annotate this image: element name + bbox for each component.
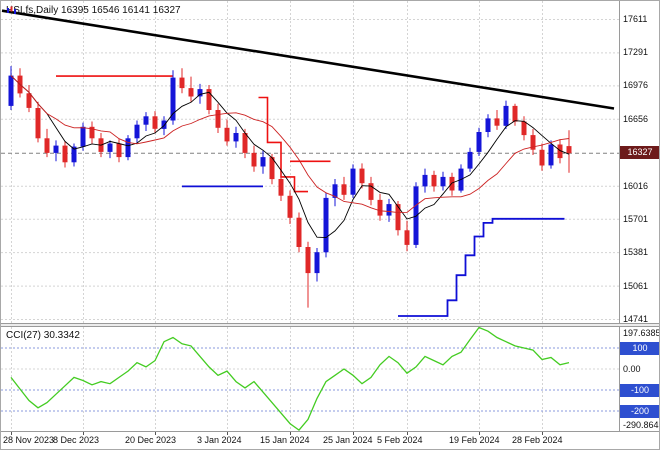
price-axis-label: 14741 (623, 314, 649, 324)
price-axis-label: 15381 (623, 247, 649, 257)
cci-indicator-chart[interactable] (1, 327, 619, 431)
support-step-line[interactable] (398, 217, 565, 317)
cci-axis-label: 0.00 (623, 364, 641, 374)
cci-line (10, 327, 570, 431)
panel-divider[interactable] (1, 323, 659, 327)
candlestick-icon (7, 6, 16, 14)
cci-axis-label: -290.8645 (623, 420, 660, 430)
axis-separator (619, 1, 620, 431)
cci-axis-label: 197.6385 (623, 328, 660, 338)
time-axis[interactable]: 28 Nov 2023 8 Dec 2023 20 Dec 2023 3 Jan 20… (1, 431, 659, 449)
time-tick (155, 432, 156, 435)
current-price-badge: 16327 (620, 146, 659, 159)
time-tick (290, 432, 291, 435)
price-axis-label: 15701 (623, 214, 649, 224)
date-label: 25 Jan 2024 (323, 435, 373, 445)
cci-indicator-label: CCI(27) 30.3342 (6, 330, 80, 341)
date-label: 15 Jan 2024 (260, 435, 310, 445)
time-tick (227, 432, 228, 435)
date-label: 19 Feb 2024 (449, 435, 500, 445)
chart-header: HSI,fs,Daily 16395 16546 16141 16327 (6, 5, 181, 16)
trendline[interactable] (1, 9, 615, 110)
price-axis-label: 15061 (623, 281, 649, 291)
date-label: 5 Feb 2024 (377, 435, 423, 445)
price-axis-label: 16656 (623, 114, 649, 124)
time-tick (353, 432, 354, 435)
price-axis-label: 17291 (623, 47, 649, 57)
symbol-ohlc-text: HSI,fs,Daily 16395 16546 16141 16327 (6, 5, 181, 16)
time-tick (11, 432, 12, 435)
ma-fast-line (10, 75, 570, 239)
time-tick (542, 432, 543, 435)
price-axis-label: 16016 (623, 181, 649, 191)
cci-level-badge: 100 (620, 342, 659, 355)
time-tick (479, 432, 480, 435)
time-tick (407, 432, 408, 435)
date-label: 28 Feb 2024 (512, 435, 563, 445)
price-axis-label: 17611 (623, 14, 648, 24)
time-tick (83, 432, 84, 435)
candlestick-chart[interactable] (1, 1, 619, 323)
date-label: 20 Dec 2023 (125, 435, 177, 445)
cci-level-badge: -200 (620, 405, 659, 418)
ma-slow-line (10, 75, 570, 214)
date-label: 8 Dec 2023 (53, 435, 100, 445)
price-axis-label: 16976 (623, 80, 649, 90)
cci-level-badge: -100 (620, 384, 659, 397)
resistance-step-line[interactable] (258, 96, 309, 193)
date-label: 28 Nov 2023 (3, 435, 55, 445)
date-label: 3 Jan 2024 (197, 435, 242, 445)
